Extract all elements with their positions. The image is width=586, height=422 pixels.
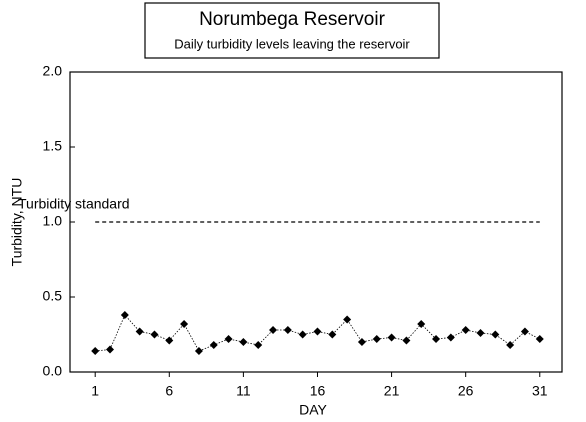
data-point	[283, 326, 292, 334]
data-point	[520, 327, 529, 336]
data-point	[209, 341, 218, 349]
chart-subtitle: Daily turbidity levels leaving the reser…	[174, 36, 410, 51]
data-point	[461, 326, 470, 334]
data-point	[180, 320, 189, 328]
data-point	[91, 347, 100, 355]
y-tick-label: 1.0	[43, 213, 63, 229]
data-point	[120, 311, 129, 319]
data-point	[313, 327, 322, 336]
data-point	[239, 338, 248, 346]
title-box	[144, 2, 440, 59]
x-tick-label: 21	[384, 383, 400, 399]
data-point	[387, 333, 396, 342]
data-point	[343, 315, 352, 324]
data-point	[476, 329, 485, 337]
data-point	[328, 330, 337, 339]
x-tick-label: 16	[310, 383, 326, 399]
y-tick-label: 0.0	[43, 363, 63, 379]
x-tick-label: 11	[236, 383, 251, 399]
data-point	[298, 330, 307, 339]
data-point	[150, 330, 159, 339]
x-tick-label: 26	[458, 383, 474, 399]
data-point	[194, 347, 203, 355]
data-point	[506, 341, 515, 349]
data-point	[402, 336, 411, 345]
data-point	[432, 335, 441, 343]
data-point	[535, 335, 544, 343]
data-point	[106, 345, 115, 354]
x-tick-label: 1	[91, 383, 99, 399]
data-point	[135, 327, 144, 336]
data-point	[254, 341, 263, 349]
y-tick-label: 0.5	[43, 288, 63, 304]
data-point	[446, 333, 455, 342]
chart-title: Norumbega Reservoir	[199, 9, 386, 30]
data-point	[417, 320, 426, 328]
data-point	[372, 335, 381, 343]
y-tick-label: 2.0	[43, 63, 63, 79]
x-axis-label: DAY	[299, 402, 327, 418]
y-axis-label: Turbidity, NTU	[9, 178, 25, 267]
data-point	[269, 326, 278, 334]
x-tick-label: 31	[532, 383, 548, 399]
data-point	[224, 335, 233, 343]
data-point	[357, 338, 366, 346]
x-tick-label: 6	[165, 383, 173, 399]
data-point	[165, 336, 174, 345]
data-point	[491, 330, 500, 339]
y-tick-label: 1.5	[43, 138, 63, 154]
reference-label: Turbidity standard	[18, 196, 130, 212]
